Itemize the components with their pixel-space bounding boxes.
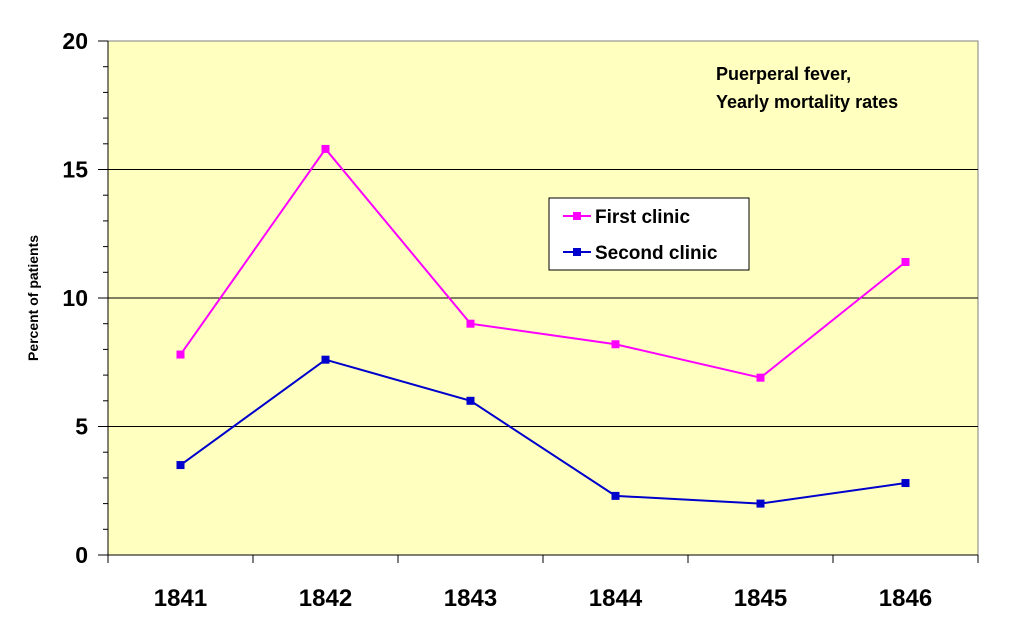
data-point-first-clinic xyxy=(901,258,910,267)
legend-marker-second-clinic xyxy=(573,248,581,256)
series-group xyxy=(176,144,910,508)
x-tick-label: 1841 xyxy=(154,585,207,612)
data-point-second-clinic xyxy=(756,499,765,508)
series-line-second-clinic xyxy=(179,358,906,505)
annotation-line-1: Puerperal fever, xyxy=(716,64,851,84)
data-point-second-clinic xyxy=(611,491,620,500)
series-line-first-clinic xyxy=(179,147,907,379)
y-tick-label: 10 xyxy=(62,285,88,311)
legend-box xyxy=(548,197,750,271)
data-point-first-clinic xyxy=(611,340,620,349)
x-tick-label: 1845 xyxy=(734,585,787,612)
gridlines xyxy=(108,169,978,427)
annotation-line-2: Yearly mortality rates xyxy=(716,92,898,112)
data-point-first-clinic xyxy=(466,319,475,328)
data-point-second-clinic xyxy=(321,355,330,364)
x-tick-label: 1843 xyxy=(444,585,497,612)
axes xyxy=(98,40,979,563)
y-tick-labels: 0 5 10 15 20 xyxy=(62,28,88,568)
data-point-first-clinic xyxy=(176,350,185,359)
legend-label-first-clinic: First clinic xyxy=(595,207,690,228)
data-point-second-clinic xyxy=(176,461,185,470)
data-point-second-clinic xyxy=(901,479,910,488)
y-tick-label: 5 xyxy=(75,414,88,440)
legend-label-second-clinic: Second clinic xyxy=(595,243,718,264)
legend-marker-first-clinic xyxy=(573,212,581,220)
x-tick-label: 1842 xyxy=(299,585,352,612)
legend: First clinic Second clinic xyxy=(548,197,750,271)
y-tick-label: 0 xyxy=(75,542,88,568)
x-tick-labels: 1841 1842 1843 1844 1845 1846 xyxy=(154,585,932,612)
data-point-first-clinic xyxy=(321,144,330,153)
data-point-second-clinic xyxy=(466,396,475,405)
x-tick-label: 1846 xyxy=(879,585,932,612)
y-tick-label: 20 xyxy=(62,28,88,54)
data-point-first-clinic xyxy=(756,373,765,382)
y-tick-label: 15 xyxy=(62,157,88,183)
x-tick-label: 1844 xyxy=(589,585,643,612)
y-axis-label: Percent of patients xyxy=(25,235,41,361)
